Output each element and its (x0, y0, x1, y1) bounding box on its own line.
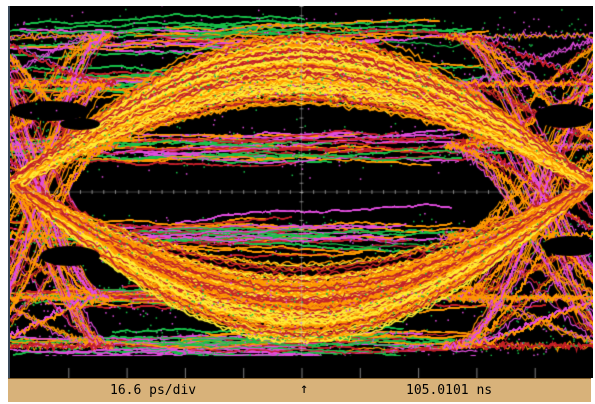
horizontal-position-readout[interactable]: 105.0101 ns (406, 383, 493, 398)
eye-diagram-canvas[interactable] (10, 6, 593, 378)
left-rail (0, 0, 8, 404)
eye-diagram-display[interactable] (8, 6, 593, 378)
trigger-arrow-icon[interactable]: ↑ (300, 381, 309, 397)
status-bar: 16.6 ps/div ↑ 105.0101 ns (8, 378, 591, 402)
timebase-readout[interactable]: 16.6 ps/div (110, 383, 197, 398)
